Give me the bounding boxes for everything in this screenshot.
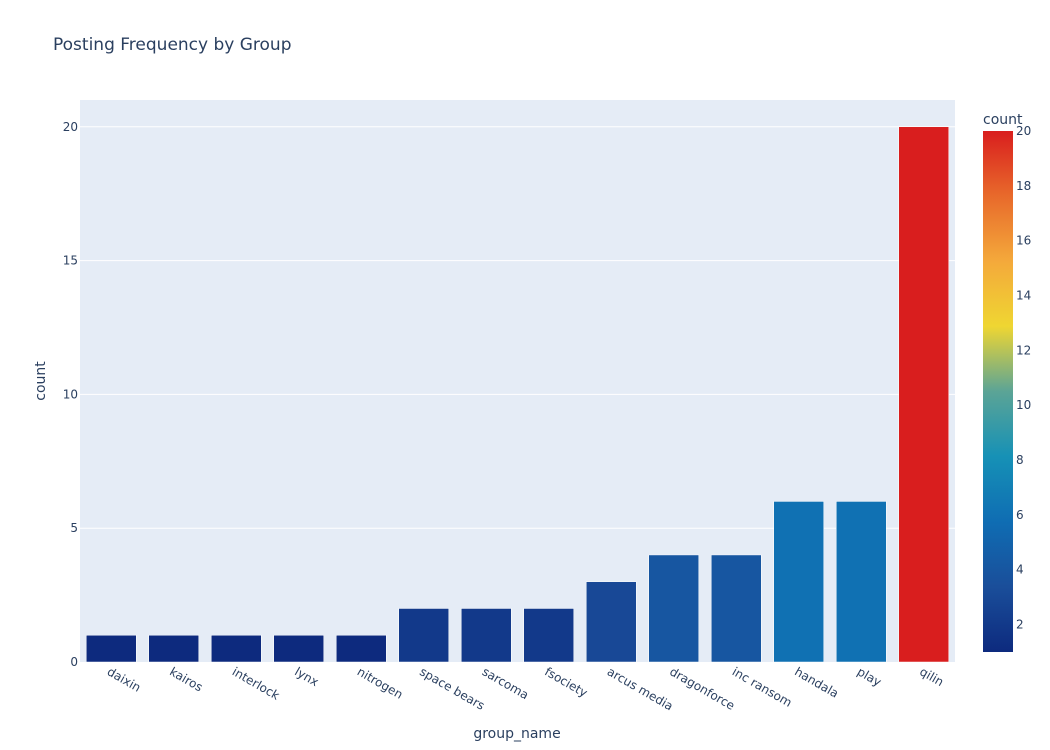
x-tick-label: fsociety (542, 664, 590, 700)
y-axis-title: count (33, 361, 49, 401)
bar-play (836, 501, 887, 663)
bar-lynx (273, 634, 324, 663)
bar-sarcoma (461, 608, 512, 663)
bars (86, 126, 949, 663)
x-tick-label: nitrogen (355, 664, 406, 701)
bar-daixin (86, 634, 137, 663)
x-tick-label: lynx (292, 664, 321, 689)
y-tick-label: 20 (63, 120, 78, 134)
x-tick-label: sarcoma (480, 664, 531, 702)
bar-space-bears (398, 608, 449, 663)
bar-qilin (898, 126, 949, 663)
y-axis: 0 5 10 15 20 (63, 120, 78, 669)
colorbar-tick-label: 20 (1016, 124, 1031, 138)
x-tick-label: qilin (917, 664, 946, 689)
x-tick-label: handala (792, 664, 841, 700)
chart-title: Posting Frequency by Group (53, 35, 292, 55)
x-tick-label: inc ransom (730, 664, 795, 709)
y-tick-label: 15 (63, 254, 78, 268)
colorbar-tick-label: 12 (1016, 343, 1031, 357)
x-axis: daixin kairos interlock lynx nitrogen space b… (105, 664, 946, 713)
bar-handala (773, 501, 824, 663)
colorbar-tick-label: 2 (1016, 618, 1024, 632)
colorbar-tick-label: 4 (1016, 563, 1024, 577)
colorbar-tick-label: 6 (1016, 508, 1024, 522)
colorbar: count 2 4 6 8 10 12 14 16 18 20 (983, 112, 1031, 652)
x-tick-label: play (855, 664, 884, 689)
y-tick-label: 5 (70, 521, 78, 535)
colorbar-tick-label: 10 (1016, 398, 1031, 412)
bar-nitrogen (336, 634, 387, 663)
x-tick-label: interlock (230, 664, 282, 702)
bar-dragonforce (648, 554, 699, 663)
colorbar-tick-label: 14 (1016, 289, 1031, 303)
colorbar-tick-label: 8 (1016, 453, 1024, 467)
bar-kairos (148, 634, 199, 663)
y-tick-label: 10 (63, 387, 78, 401)
colorbar-tick-label: 18 (1016, 179, 1031, 193)
colorbar-tick-label: 16 (1016, 234, 1031, 248)
bar-fsociety (523, 608, 574, 663)
x-tick-label: arcus media (605, 664, 676, 713)
bar-arcus-media (586, 581, 637, 663)
colorbar-title: count (983, 112, 1023, 128)
colorbar-gradient (983, 131, 1013, 652)
x-tick-label: daixin (105, 664, 143, 694)
x-tick-label: kairos (167, 664, 205, 694)
x-tick-label: dragonforce (667, 664, 737, 712)
bar-interlock (211, 634, 262, 663)
x-tick-label: space bears (417, 664, 487, 712)
x-axis-title: group_name (473, 726, 560, 742)
y-tick-label: 0 (70, 655, 78, 669)
bar-inc-ransom (711, 554, 762, 663)
